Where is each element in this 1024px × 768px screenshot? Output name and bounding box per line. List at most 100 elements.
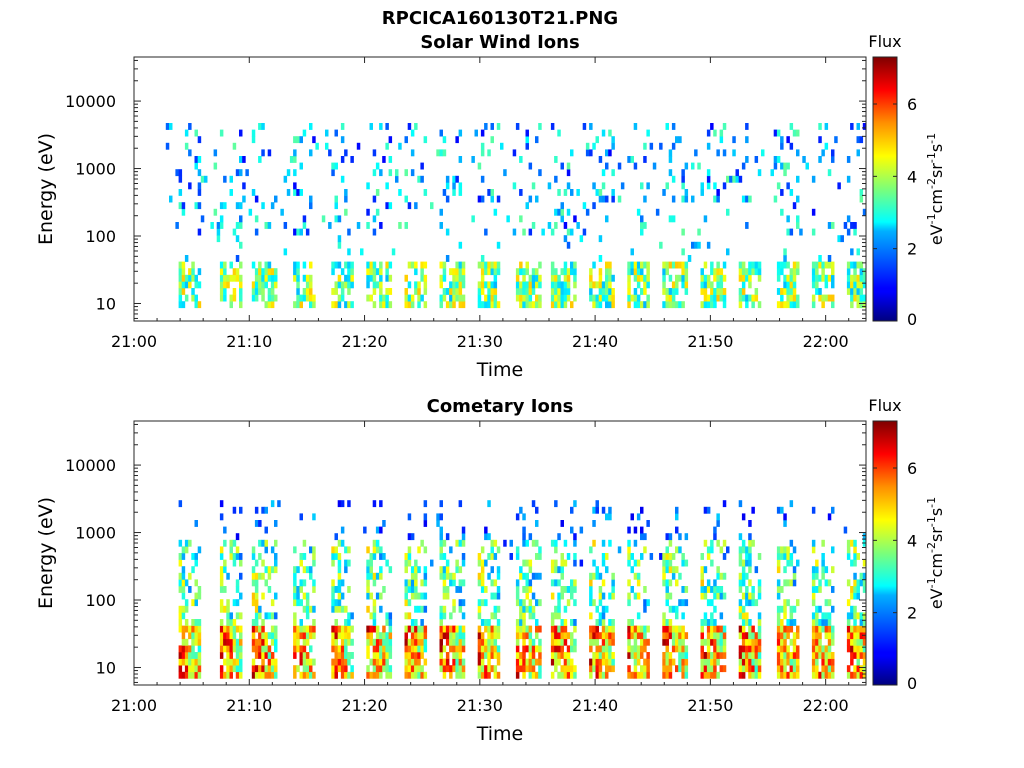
- spectrogram-cell: [716, 539, 720, 547]
- spectrogram-cell: [350, 638, 354, 646]
- spectrogram-cell: [407, 533, 412, 541]
- spectrogram-cell: [226, 652, 230, 659]
- spectrogram-cell: [818, 652, 822, 659]
- spectrogram-cell: [662, 671, 666, 679]
- spectrogram-cell: [821, 625, 825, 633]
- spectrogram-cell: [786, 288, 790, 295]
- spectrogram-cell: [659, 241, 663, 249]
- spectrogram-cell: [372, 572, 377, 580]
- spectrogram-cell: [700, 652, 704, 659]
- spectrogram-cell: [738, 533, 743, 541]
- spectrogram-cell: [519, 156, 523, 163]
- spectrogram-cell: [458, 261, 463, 269]
- spectrogram-cell: [850, 658, 854, 666]
- spectrogram-cell: [267, 288, 272, 295]
- spectrogram-cell: [627, 579, 631, 587]
- spectrogram-cell: [458, 539, 463, 547]
- spectrogram-cell: [856, 281, 860, 289]
- spectrogram-cell: [525, 559, 529, 567]
- spectrogram-cell: [748, 625, 752, 633]
- spectrogram-cell: [344, 638, 348, 646]
- spectrogram-cell: [834, 136, 838, 144]
- spectrogram-cell: [347, 671, 351, 679]
- spectrogram-cell: [665, 546, 669, 554]
- spectrogram-cell: [776, 261, 781, 269]
- spectrogram-cell: [423, 645, 428, 653]
- spectrogram-cell: [407, 294, 412, 302]
- spectrogram-cell: [515, 599, 520, 607]
- spectrogram-cell: [293, 268, 297, 276]
- spectrogram-cell: [640, 553, 644, 560]
- spectrogram-cell: [340, 288, 345, 295]
- spectrogram-cell: [601, 625, 606, 633]
- spectrogram-cell: [194, 553, 198, 560]
- spectrogram-cell: [859, 579, 864, 587]
- spectrogram-cell: [757, 638, 762, 646]
- spectrogram-cell: [525, 625, 529, 633]
- spectrogram-cell: [563, 261, 568, 269]
- spectrogram-cell: [178, 175, 183, 183]
- spectrogram-cell: [270, 652, 275, 659]
- spectrogram-cell: [722, 632, 727, 640]
- spectrogram-cell: [493, 553, 498, 560]
- spectrogram-cell: [633, 301, 638, 309]
- spectrogram-cell: [846, 579, 851, 587]
- spectrogram-cell: [780, 619, 784, 626]
- spectrogram-cell: [239, 652, 243, 659]
- spectrogram-cell: [512, 182, 517, 190]
- spectrogram-cell: [442, 665, 447, 673]
- spectrogram-cell: [719, 281, 724, 289]
- spectrogram-cell: [853, 274, 857, 282]
- spectrogram-cell: [366, 586, 370, 593]
- spectrogram-cell: [423, 546, 428, 554]
- spectrogram-cell: [627, 281, 631, 289]
- spectrogram-cell: [582, 228, 587, 236]
- spectrogram-cell: [566, 274, 571, 282]
- spectrogram-cell: [535, 553, 539, 560]
- spectrogram-cell: [178, 612, 183, 620]
- spectrogram-cell: [601, 605, 606, 613]
- spectrogram-cell: [589, 665, 593, 673]
- spectrogram-cell: [350, 665, 354, 673]
- spectrogram-cell: [662, 301, 666, 309]
- spectrogram-cell: [229, 658, 233, 666]
- spectrogram-cell: [796, 671, 800, 679]
- spectrogram-cell: [302, 592, 307, 600]
- spectrogram-cell: [786, 553, 790, 560]
- spectrogram-cell: [461, 294, 466, 302]
- spectrogram-cell: [633, 671, 638, 679]
- spectrogram-cell: [455, 671, 459, 679]
- spectrogram-cell: [264, 632, 268, 640]
- y-tick-label: 10: [96, 658, 116, 677]
- spectrogram-cell: [404, 599, 408, 607]
- spectrogram-cell: [786, 228, 790, 236]
- spectrogram-cell: [309, 281, 313, 289]
- spectrogram-cell: [856, 658, 860, 666]
- spectrogram-cell: [598, 632, 603, 640]
- spectrogram-cell: [219, 222, 224, 229]
- spectrogram-cell: [258, 612, 262, 620]
- spectrogram-cell: [566, 652, 571, 659]
- spectrogram-cell: [296, 294, 300, 302]
- spectrogram-cell: [274, 559, 278, 567]
- spectrogram-cell: [312, 632, 316, 640]
- spectrogram-cell: [337, 579, 342, 587]
- spectrogram-cell: [681, 182, 685, 190]
- spectrogram-cell: [493, 294, 498, 302]
- spectrogram-cell: [710, 632, 714, 640]
- spectrogram-cell: [751, 671, 755, 679]
- spectrogram-cell: [601, 559, 606, 567]
- spectrogram-cell: [646, 671, 650, 679]
- spectrogram-cell: [741, 281, 746, 289]
- spectrogram-cell: [824, 281, 829, 289]
- spectrogram-cell: [366, 665, 370, 673]
- spectrogram-cell: [776, 612, 781, 620]
- spectrogram-cell: [194, 520, 198, 527]
- spectrogram-cell: [716, 566, 720, 574]
- spectrogram-cell: [780, 645, 784, 653]
- spectrogram-cell: [328, 222, 332, 229]
- spectrogram-cell: [783, 638, 787, 646]
- spectrogram-cell: [458, 645, 463, 653]
- spectrogram-cell: [605, 625, 609, 633]
